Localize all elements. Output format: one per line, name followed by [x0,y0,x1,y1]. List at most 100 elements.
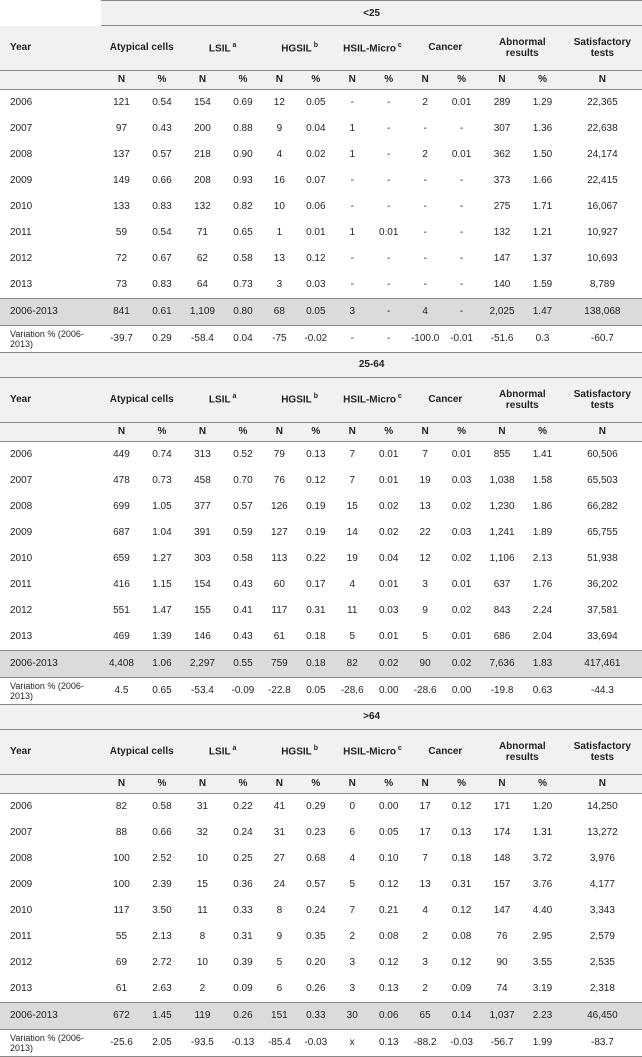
table-row: 2013730.83640.7330.03----1401.598,789 [0,272,642,299]
data-cell: 88 [101,820,141,846]
data-cell: 37,581 [563,598,642,624]
data-cell: 12 [263,89,295,116]
data-cell: 0.31 [441,872,481,898]
data-cell: 1.58 [522,468,562,494]
year-cell: 2009 [0,168,101,194]
data-cell: 79 [263,441,295,468]
sub-header: N [101,70,141,89]
variation-cell: x [336,1029,368,1056]
data-cell: 1.20 [522,793,562,820]
data-cell: - [441,116,481,142]
sub-header: % [142,70,182,89]
data-cell: 0.03 [441,468,481,494]
data-cell: 0.12 [441,793,481,820]
data-cell: 2.72 [142,950,182,976]
data-cell: 3,976 [563,846,642,872]
sub-header: N [182,70,222,89]
data-cell: 17 [409,820,441,846]
data-cell: 1 [336,142,368,168]
data-cell: 0.74 [142,441,182,468]
data-cell: 69 [101,950,141,976]
data-cell: 1.47 [142,598,182,624]
data-cell: 699 [101,494,141,520]
sub-header: N [182,774,222,793]
summary-cell: 0.61 [142,298,182,325]
data-cell: 1.29 [522,89,562,116]
year-cell: 2006 [0,89,101,116]
year-cell: 2012 [0,598,101,624]
table-row: 2011552.1380.3190.3520.0820.08762.952,57… [0,924,642,950]
data-cell: 31 [263,820,295,846]
year-cell: 2013 [0,976,101,1003]
data-cell: 0.01 [441,89,481,116]
data-cell: 0.68 [296,846,336,872]
data-cell: 82 [101,793,141,820]
data-cell: 0.22 [296,546,336,572]
summary-cell: 119 [182,1002,222,1029]
data-cell: 0.73 [223,272,263,299]
data-table: <25YearAtypical cellsLSIL aHGSIL bHSIL-M… [0,0,642,1057]
summary-cell: 0.14 [441,1002,481,1029]
data-cell: 1.50 [522,142,562,168]
data-cell: 0.04 [296,116,336,142]
variation-cell: -85.4 [263,1029,295,1056]
data-cell: - [368,194,408,220]
variation-cell: -28,6 [336,677,368,704]
summary-cell: 0.02 [368,650,408,677]
data-cell: 7 [409,441,441,468]
year-cell: 2006 [0,441,101,468]
age-group-header: <25 [0,1,642,26]
summary-cell: 65 [409,1002,441,1029]
sub-header: % [441,774,481,793]
variation-cell: 0.04 [223,325,263,352]
data-cell: 2 [409,142,441,168]
sub-header: N [409,422,441,441]
data-cell: 7 [336,441,368,468]
variation-cell: -0.03 [441,1029,481,1056]
data-cell: 14,250 [563,793,642,820]
data-cell: 171 [482,793,522,820]
data-cell: 0.06 [296,194,336,220]
data-cell: 1.21 [522,220,562,246]
data-cell: - [409,272,441,299]
column-header: Abnormalresults [482,377,563,422]
data-cell: 377 [182,494,222,520]
data-cell: 0.02 [296,142,336,168]
data-cell: 0.01 [441,572,481,598]
data-cell: 7 [336,468,368,494]
data-cell: 208 [182,168,222,194]
data-cell: 0.08 [368,924,408,950]
summary-cell: 151 [263,1002,295,1029]
year-cell: 2009 [0,872,101,898]
data-cell: 10 [182,846,222,872]
variation-label: Variation % (2006-2013) [0,677,101,704]
variation-cell: -0.09 [223,677,263,704]
data-cell: 0.02 [441,494,481,520]
summary-cell: 1,037 [482,1002,522,1029]
variation-cell: -39.7 [101,325,141,352]
data-cell: 2,318 [563,976,642,1003]
data-cell: 149 [101,168,141,194]
sub-header: N [101,774,141,793]
summary-cell: 0.18 [296,650,336,677]
data-cell: 7 [409,846,441,872]
data-cell: 0.66 [142,168,182,194]
table-row: 20086991.053770.571260.19150.02130.021,2… [0,494,642,520]
variation-label: Variation % (2006-2013) [0,1029,101,1056]
summary-cell: 1.06 [142,650,182,677]
data-cell: 362 [482,142,522,168]
variation-cell: -58.4 [182,325,222,352]
data-cell: 147 [482,246,522,272]
data-cell: 0.24 [296,898,336,924]
data-cell: 10,927 [563,220,642,246]
summary-cell: 138,068 [563,298,642,325]
data-cell: 0.33 [223,898,263,924]
variation-cell: 0.29 [142,325,182,352]
column-header: Cancer [409,729,482,774]
variation-cell: -25.6 [101,1029,141,1056]
data-cell: 0.03 [368,598,408,624]
summary-cell: 672 [101,1002,141,1029]
data-cell: 13 [263,246,295,272]
data-cell: 4.40 [522,898,562,924]
data-cell: 1.27 [142,546,182,572]
